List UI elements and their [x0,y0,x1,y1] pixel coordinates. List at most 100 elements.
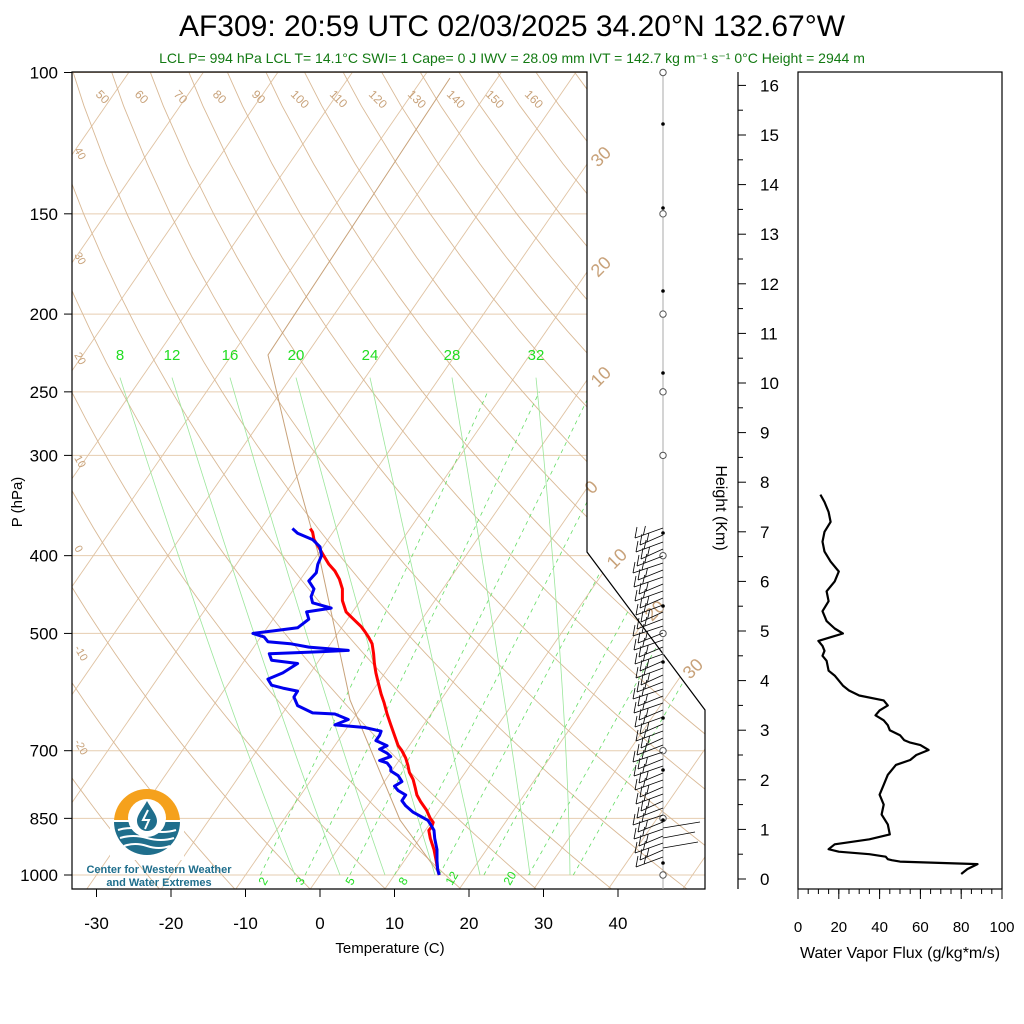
barb-feather [633,827,637,840]
wind-level-dot [661,371,665,375]
logo-text-line1: Center for Western Weather [86,864,232,876]
barb-feather [642,826,646,837]
barb-shaft [634,716,664,728]
logo-drop-icon [137,801,157,831]
barb-shaft [639,534,664,546]
barb-feather [633,575,637,588]
barb-feather [636,617,640,630]
barb-shaft [637,821,664,833]
isotherm-label: 0 [71,544,84,555]
barb-shaft [637,758,664,770]
flux-x-tick-label: 60 [912,919,929,936]
dry-adiabat-label: 110 [327,87,351,111]
isotherm-line [456,72,705,889]
y-tick-label: 100 [30,64,58,83]
barb-feather [632,624,636,637]
y-tick-label: 200 [30,305,58,324]
isotherm-line [84,72,676,889]
flux-border [797,71,1003,890]
height-tick-label: 14 [760,176,779,195]
wind-barb [638,644,664,658]
barb-shaft [636,681,664,693]
wind-barb [632,686,664,700]
isotherm-line [158,72,705,889]
dry-adiabat-line [323,72,705,889]
barb-shaft [638,835,664,847]
x-tick-label: 30 [534,914,553,933]
barb-feather [640,610,644,623]
barb-shaft [634,527,664,539]
barb-feather [644,742,648,753]
y-tick-label: 700 [30,742,58,761]
wind-barb [633,763,664,777]
barb-feather [647,546,650,557]
dry-adiabat-line [397,72,705,889]
barb-shaft [637,632,664,644]
dry-adiabat-line [360,72,705,889]
barb-feather [638,708,642,721]
flux-x-tick-label: 100 [989,919,1014,936]
barb-feather [647,672,650,683]
barb-feather [641,812,645,823]
wind-barb [638,833,664,847]
barb-shaft [639,723,664,735]
wind-barb [632,560,664,574]
barb-feather [645,693,648,704]
mixing-ratio-bottom-label: 2 [255,874,271,887]
barb-feather [633,638,637,651]
logo-text-line2: and Water Extremes [106,877,212,889]
barb-shaft [639,849,664,861]
chart-subtitle: LCL P= 994 hPa LCL T= 14.1°C SWI= 1 Cape… [159,50,865,66]
barb-feather [643,728,647,739]
dry-adiabat-line [72,72,314,889]
barb-feather [643,840,646,851]
barb-shaft [634,842,664,854]
barb-feather [638,645,642,658]
calm-wind-marker [659,871,667,879]
barb-shaft [632,814,664,826]
barb-feather [643,714,646,725]
isotherm-line [72,72,602,889]
isotherm-line [72,72,304,889]
barb-feather [641,560,645,571]
barb-shaft [633,702,664,714]
skewed-isotherm-label: 0 [581,477,602,498]
barb-feather [643,791,647,802]
mixing-ratio-bottom-label: 20 [500,869,519,888]
barb-shaft [632,562,664,574]
wind-barb [637,693,664,707]
x-tick-label: -10 [233,914,258,933]
height-tick-label: 10 [760,374,779,393]
isotherm-label: 10 [71,454,88,471]
chart-title: AF309: 20:59 UTC 02/03/2025 34.20°N 132.… [178,10,846,43]
wind-barb [639,595,664,609]
barb-feather [636,743,640,756]
barb-shaft [640,737,664,749]
mixing-ratio-line [171,377,341,876]
wind-barb [640,798,664,812]
barb-feather [645,770,649,781]
barb-feather [632,813,636,826]
barb-feather [633,701,637,714]
moist-adiabat-line [260,391,489,876]
barb-shaft [632,751,664,763]
barb-shaft [635,856,664,868]
wind-barb [638,770,664,784]
height-tick-label: 11 [760,324,778,343]
barb-shaft [634,590,664,602]
barb-feather [647,609,650,620]
wind-barb [637,819,664,833]
dry-adiabat-line [72,72,465,889]
isotherm-line [72,72,527,889]
y-tick-label: 400 [30,547,58,566]
calm-wind-marker [659,210,667,218]
isotherm-label: 20 [71,351,88,368]
wind-barb [636,742,664,756]
dry-adiabat-label: 60 [132,87,152,107]
wind-barb [634,525,664,539]
dewpoint-line [251,527,441,876]
flux-x-tick-label: 0 [794,919,802,936]
wind-barb [635,539,664,553]
barb-feather [647,735,650,746]
